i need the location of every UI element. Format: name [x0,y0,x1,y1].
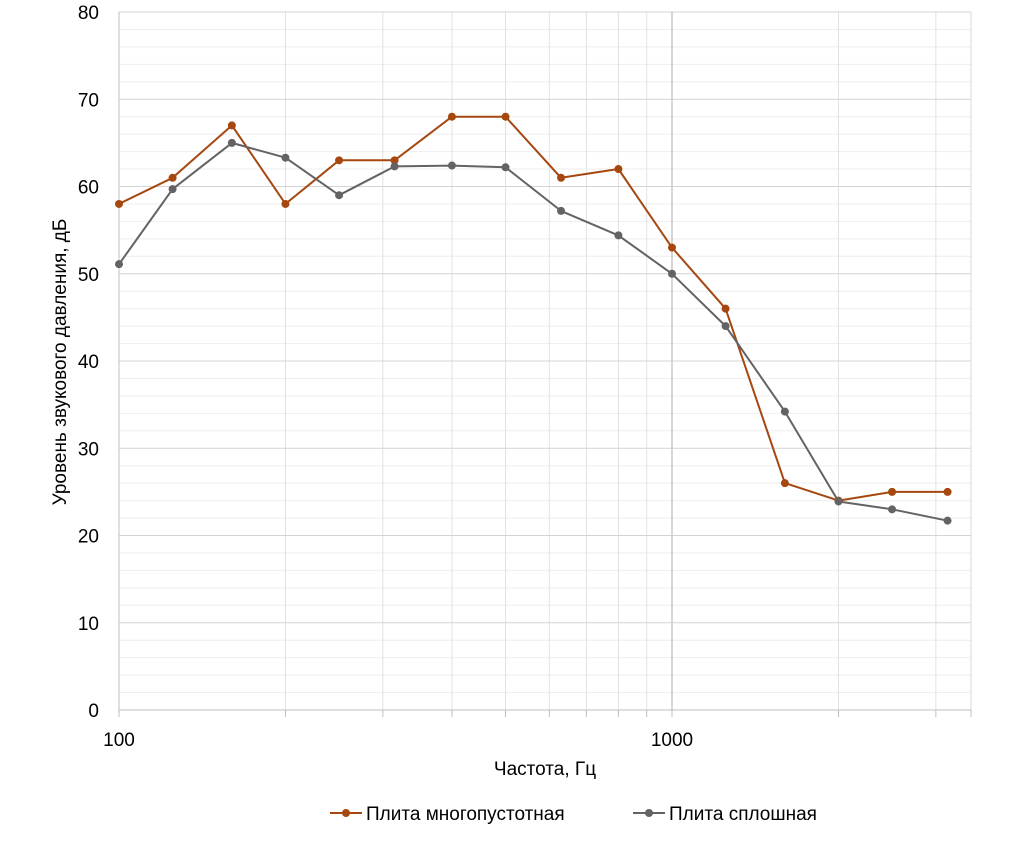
data-point-series-2 [168,185,177,194]
data-point-series-1 [501,112,510,121]
data-point-series-1 [115,199,123,208]
y-tick-label: 80 [78,3,99,24]
data-point-series-2 [115,260,123,269]
series-layer [115,112,952,525]
data-point-series-2 [501,163,510,172]
data-point-series-2 [834,497,843,506]
data-point-series-2 [447,161,456,170]
data-point-series-2 [888,505,897,514]
data-point-series-2 [780,407,789,416]
legend-item-series-1: Плита многопустотная [330,804,565,825]
y-tick-label: 30 [78,439,99,460]
legend-label-series-1: Плита многопустотная [366,804,565,825]
data-point-series-2 [390,162,399,171]
data-point-series-2 [721,322,730,331]
data-point-series-2 [943,516,952,525]
data-point-series-1 [557,173,566,182]
legend-item-series-2: Плита сплошная [633,804,817,825]
y-tick-label: 40 [78,352,99,373]
data-point-series-1 [447,112,456,121]
data-point-series-2 [227,138,236,147]
x-axis-title: Частота, Гц [494,759,596,780]
series-line-2 [118,141,948,522]
data-point-series-1 [668,243,676,252]
y-tick-label: 60 [78,178,99,199]
data-point-series-1 [390,156,399,165]
x-tick-label: 1000 [651,730,693,751]
tick-labels: 0 10 20 30 40 50 60 70 80 100 1000 [78,3,693,751]
y-tick-label: 70 [78,90,99,111]
legend-marker-series-1 [342,809,350,817]
data-point-series-1 [335,156,344,165]
legend-marker-series-2 [645,809,653,817]
data-point-series-1 [168,173,177,182]
minor-gridlines [119,12,971,710]
y-axis-title: Уровень звукового давления, дБ [50,219,71,506]
data-point-series-1 [888,487,897,496]
legend: Плита многопустотная Плита сплошная [330,804,817,825]
series-line-1 [118,115,948,502]
data-point-series-1 [780,479,789,488]
data-point-series-2 [335,191,344,200]
legend-label-series-2: Плита сплошная [669,804,817,825]
data-point-series-2 [668,269,676,278]
x-tick-label: 100 [103,730,135,751]
data-point-series-1 [281,199,290,208]
major-gridlines [119,11,972,710]
y-tick-label: 50 [78,265,99,286]
data-point-series-1 [721,304,730,313]
data-point-series-1 [227,121,236,130]
y-tick-label: 20 [78,527,99,548]
y-tick-label: 10 [78,614,99,635]
y-tick-label: 0 [88,701,99,722]
data-point-series-1 [614,165,623,174]
axes [118,12,972,717]
data-point-series-2 [557,206,566,215]
data-point-series-1 [943,487,952,496]
data-point-series-2 [614,231,623,240]
data-point-series-2 [281,153,290,162]
